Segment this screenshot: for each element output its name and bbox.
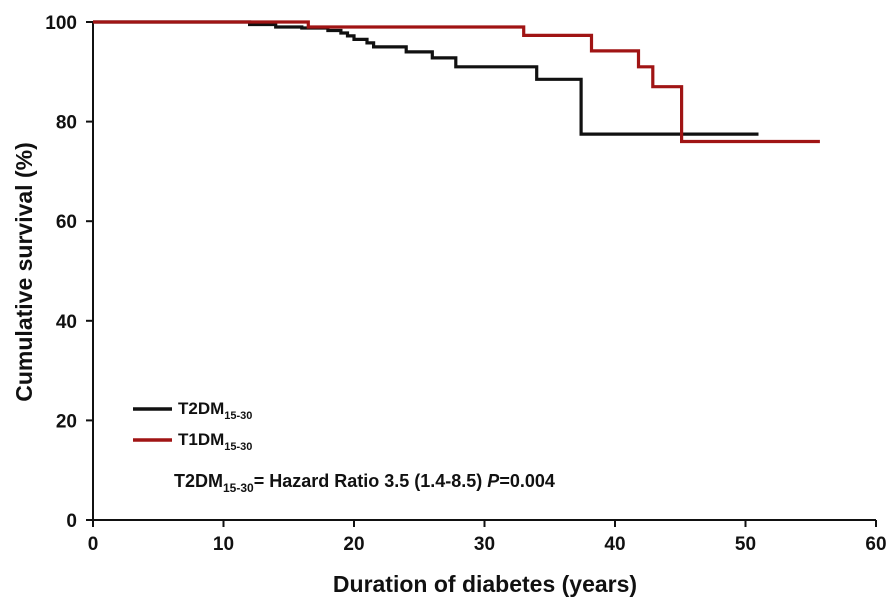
series-line-2: [93, 20, 820, 144]
y-tick-label: 0: [66, 511, 77, 532]
annotation-p-value: =0.004: [499, 471, 555, 491]
y-tick-label: 40: [56, 312, 77, 333]
ticks: 0 10 20 30 40 50 60 0 20 40 60 80 100: [45, 13, 886, 555]
annotation-main: T2DM: [174, 471, 223, 491]
x-tick-label: 0: [88, 534, 99, 555]
annotation-p-label: P: [487, 471, 500, 491]
series-lines: [93, 20, 820, 144]
series-line-1: [93, 20, 759, 136]
y-tick-label: 20: [56, 411, 77, 432]
x-tick-label: 50: [735, 534, 756, 555]
x-tick-label: 20: [343, 534, 364, 555]
annotation-rest: = Hazard Ratio 3.5 (1.4-8.5): [254, 471, 488, 491]
y-tick-label: 100: [45, 13, 77, 34]
hazard-ratio-annotation: T2DM15-30= Hazard Ratio 3.5 (1.4-8.5) P=…: [174, 471, 555, 495]
x-tick-label: 60: [865, 534, 886, 555]
y-tick-label: 80: [56, 113, 77, 134]
annotation-sub: 15-30: [223, 481, 254, 495]
x-axis-title: Duration of diabetes (years): [333, 571, 637, 597]
x-tick-label: 40: [604, 534, 625, 555]
x-tick-label: 10: [213, 534, 234, 555]
y-tick-label: 60: [56, 212, 77, 233]
y-axis-title: Cumulative survival (%): [11, 142, 37, 401]
legend: T2DM15-30 T1DM15-30: [133, 399, 252, 453]
legend-label-1: T2DM15-30: [178, 399, 252, 422]
legend-label-2: T1DM15-30: [178, 430, 252, 453]
x-tick-label: 30: [474, 534, 495, 555]
